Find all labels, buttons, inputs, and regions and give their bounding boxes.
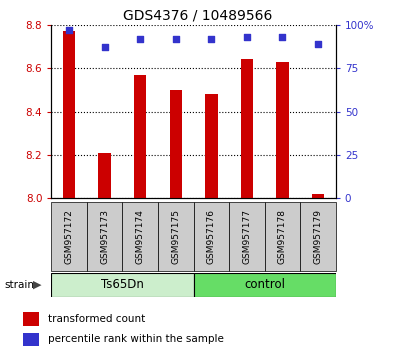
Point — [208, 36, 214, 41]
FancyBboxPatch shape — [265, 202, 300, 271]
Text: GSM957179: GSM957179 — [314, 209, 322, 264]
Bar — [134, 75, 147, 198]
Text: ▶: ▶ — [33, 280, 42, 290]
FancyBboxPatch shape — [87, 202, 122, 271]
Text: GSM957176: GSM957176 — [207, 209, 216, 264]
Point — [315, 41, 321, 47]
FancyBboxPatch shape — [158, 202, 194, 271]
Bar — [169, 90, 182, 198]
Bar — [312, 194, 324, 198]
Text: control: control — [244, 279, 285, 291]
Bar — [276, 62, 289, 198]
Point — [173, 36, 179, 41]
FancyBboxPatch shape — [51, 202, 87, 271]
Point — [102, 45, 108, 50]
Point — [66, 27, 72, 33]
Text: transformed count: transformed count — [48, 314, 145, 324]
Text: percentile rank within the sample: percentile rank within the sample — [48, 335, 224, 344]
Text: GSM957178: GSM957178 — [278, 209, 287, 264]
FancyBboxPatch shape — [229, 202, 265, 271]
Text: GDS4376 / 10489566: GDS4376 / 10489566 — [123, 9, 272, 23]
Text: GSM957177: GSM957177 — [243, 209, 251, 264]
Bar — [23, 333, 39, 346]
Bar — [63, 31, 75, 198]
Bar — [23, 312, 39, 326]
Text: strain: strain — [4, 280, 34, 290]
Text: GSM957174: GSM957174 — [136, 209, 145, 264]
Text: GSM957172: GSM957172 — [65, 209, 73, 264]
FancyBboxPatch shape — [194, 273, 336, 297]
Point — [279, 34, 286, 40]
Point — [137, 36, 143, 41]
Text: GSM957173: GSM957173 — [100, 209, 109, 264]
Point — [244, 34, 250, 40]
FancyBboxPatch shape — [194, 202, 229, 271]
FancyBboxPatch shape — [51, 273, 194, 297]
FancyBboxPatch shape — [300, 202, 336, 271]
Bar — [241, 59, 253, 198]
Text: GSM957175: GSM957175 — [171, 209, 180, 264]
Text: Ts65Dn: Ts65Dn — [101, 279, 144, 291]
FancyBboxPatch shape — [122, 202, 158, 271]
Bar — [205, 94, 218, 198]
Bar — [98, 153, 111, 198]
